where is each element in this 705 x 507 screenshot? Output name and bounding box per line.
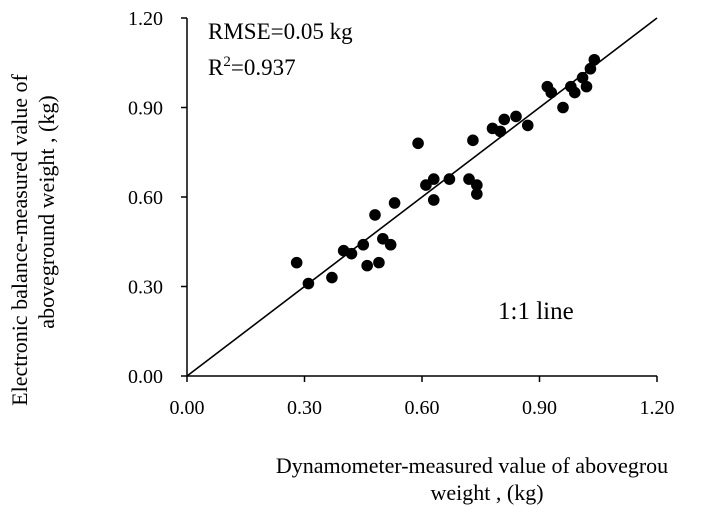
data-point <box>420 179 432 191</box>
y-tick-label: 0.60 <box>128 187 163 209</box>
x-tick-label: 0.90 <box>522 397 557 419</box>
r2-prefix: R <box>208 55 224 80</box>
data-point <box>557 101 569 114</box>
y-tick-label: 0.30 <box>128 277 163 299</box>
data-point <box>584 62 597 75</box>
data-point <box>345 247 358 260</box>
r2-annotation: R2=0.937 <box>208 54 296 80</box>
x-axis-label-line2: weight , (kg) <box>430 480 543 505</box>
x-tick-label: 0.30 <box>287 397 322 419</box>
data-point <box>498 113 511 126</box>
x-tick-label: 0.00 <box>170 397 205 419</box>
x-tick-label: 1.20 <box>640 397 675 419</box>
y-tick-label: 0.90 <box>128 98 163 120</box>
data-point <box>471 179 483 191</box>
data-point <box>443 173 456 185</box>
data-point <box>568 86 581 99</box>
y-axis-label: Electronic balance-measured value of abo… <box>7 74 59 406</box>
data-point <box>373 256 385 269</box>
data-point <box>384 238 397 251</box>
data-point <box>588 53 601 66</box>
y-tick-label: 1.20 <box>128 8 163 30</box>
x-axis-label-line1: Dynamometer-measured value of abovegrou <box>276 453 668 478</box>
one-to-one-label: 1:1 line <box>498 298 574 325</box>
data-point <box>388 197 401 209</box>
r2-value: =0.937 <box>231 55 296 80</box>
data-point <box>369 209 381 221</box>
data-point <box>545 86 558 99</box>
rmse-annotation: RMSE=0.05 kg <box>208 19 353 44</box>
data-point <box>521 119 534 132</box>
data-point <box>427 173 440 185</box>
ticks: 0.00 0.30 0.60 0.90 1.20 0.00 0.30 0.60 0.90 1.20 <box>128 8 675 419</box>
data-point <box>471 188 483 200</box>
y-axis-label-line1: Electronic balance-measured value of <box>7 74 32 406</box>
data-point <box>357 238 370 251</box>
data-point <box>412 137 424 150</box>
r2-superscript: 2 <box>223 54 231 70</box>
data-point <box>510 110 522 123</box>
data-point <box>494 125 507 138</box>
data-point <box>290 256 303 269</box>
data-point <box>576 71 589 84</box>
x-tick-label: 0.60 <box>405 397 440 419</box>
y-axis-label-line2: aboveground weight , (kg) <box>34 95 59 328</box>
y-tick-label: 0.00 <box>128 366 163 388</box>
data-point <box>302 277 315 290</box>
data-point <box>361 259 373 272</box>
data-point <box>427 194 440 206</box>
data-points <box>290 53 601 290</box>
data-point <box>377 232 389 245</box>
data-point <box>463 173 475 185</box>
data-point <box>326 271 338 284</box>
data-point <box>580 80 593 93</box>
data-point <box>467 134 479 147</box>
